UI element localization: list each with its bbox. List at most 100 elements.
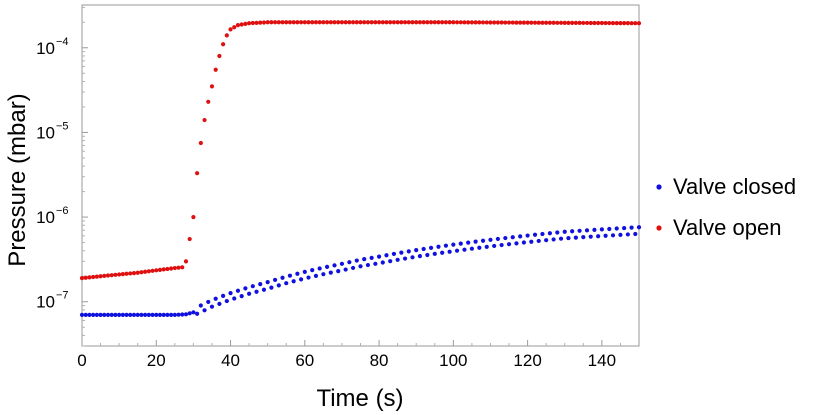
- data-point: [87, 312, 92, 317]
- data-point: [607, 226, 612, 232]
- data-point: [154, 268, 159, 273]
- y-axis-ticks: 10−710−610−510−4: [36, 6, 88, 347]
- data-point: [495, 236, 500, 242]
- data-point: [298, 277, 304, 282]
- data-point: [131, 270, 137, 276]
- data-point: [466, 240, 471, 245]
- data-point: [143, 312, 148, 317]
- data-point: [150, 268, 155, 273]
- data-point: [120, 272, 125, 277]
- data-point: [414, 248, 419, 253]
- data-point: [477, 20, 482, 25]
- data-point: [254, 289, 259, 294]
- data-point: [250, 20, 255, 26]
- y-tick-label: 10: [36, 39, 55, 58]
- data-point: [469, 246, 474, 251]
- data-point: [79, 312, 85, 317]
- data-point: [536, 20, 541, 25]
- data-point: [380, 260, 385, 265]
- data-point: [94, 312, 99, 317]
- data-point: [428, 20, 434, 25]
- data-point: [172, 312, 177, 317]
- data-point: [187, 311, 192, 316]
- data-point: [417, 254, 423, 259]
- data-point: [98, 274, 103, 279]
- data-point: [365, 262, 371, 268]
- data-point: [447, 249, 452, 254]
- data-point: [269, 285, 274, 290]
- data-point: [328, 20, 333, 25]
- data-point: [629, 21, 634, 26]
- x-axis-title: Time (s): [316, 385, 403, 412]
- data-point: [544, 238, 549, 243]
- data-point: [295, 271, 300, 276]
- data-point: [213, 296, 218, 301]
- data-point: [402, 256, 408, 261]
- data-point: [287, 20, 293, 25]
- data-point: [610, 20, 616, 26]
- data-point: [235, 288, 241, 293]
- data-point: [195, 311, 200, 316]
- data-point: [384, 20, 389, 25]
- data-point: [365, 20, 371, 25]
- data-point: [629, 225, 634, 230]
- data-point: [462, 20, 467, 25]
- y-tick-exponent: −5: [56, 120, 69, 132]
- data-point: [150, 312, 155, 317]
- data-point: [473, 20, 478, 25]
- data-point: [217, 53, 222, 59]
- data-point: [622, 225, 627, 231]
- data-point: [224, 298, 229, 304]
- data-point: [521, 20, 526, 25]
- data-point: [313, 273, 319, 278]
- data-point: [350, 20, 356, 25]
- data-point: [562, 20, 567, 25]
- data-point: [98, 312, 103, 317]
- data-point: [581, 235, 586, 240]
- data-point: [384, 253, 389, 258]
- data-point: [358, 264, 363, 269]
- data-point: [105, 312, 111, 317]
- data-point: [466, 20, 471, 25]
- data-point: [195, 171, 200, 176]
- data-point: [187, 236, 192, 242]
- data-point: [176, 312, 181, 317]
- data-point: [599, 20, 604, 26]
- data-point: [551, 237, 556, 242]
- data-point: [102, 312, 107, 317]
- data-point: [362, 20, 367, 25]
- data-point: [458, 241, 463, 246]
- data-point: [592, 20, 597, 26]
- data-point: [410, 20, 415, 25]
- data-point: [484, 20, 489, 25]
- x-tick-label: 40: [221, 351, 240, 370]
- data-point: [488, 237, 493, 242]
- data-point: [514, 20, 519, 25]
- data-point: [410, 255, 415, 260]
- data-point: [146, 312, 151, 317]
- data-point: [380, 20, 385, 25]
- data-point: [83, 275, 88, 280]
- data-point: [172, 265, 177, 271]
- x-tick-label: 20: [147, 351, 166, 370]
- data-point: [525, 20, 530, 25]
- data-point: [573, 20, 578, 25]
- data-point: [425, 20, 430, 25]
- data-point: [243, 286, 248, 291]
- data-point: [440, 250, 445, 255]
- data-point: [358, 20, 363, 25]
- legend-marker: [656, 184, 662, 190]
- data-point: [596, 20, 601, 26]
- data-point: [339, 20, 345, 25]
- data-point: [317, 266, 322, 271]
- data-point: [440, 20, 445, 25]
- data-point: [469, 20, 474, 25]
- data-point: [518, 234, 523, 239]
- data-point: [354, 258, 359, 263]
- data-point: [272, 20, 278, 25]
- data-point: [521, 240, 526, 245]
- data-point: [421, 246, 426, 252]
- data-point: [633, 231, 638, 237]
- data-point: [250, 284, 255, 289]
